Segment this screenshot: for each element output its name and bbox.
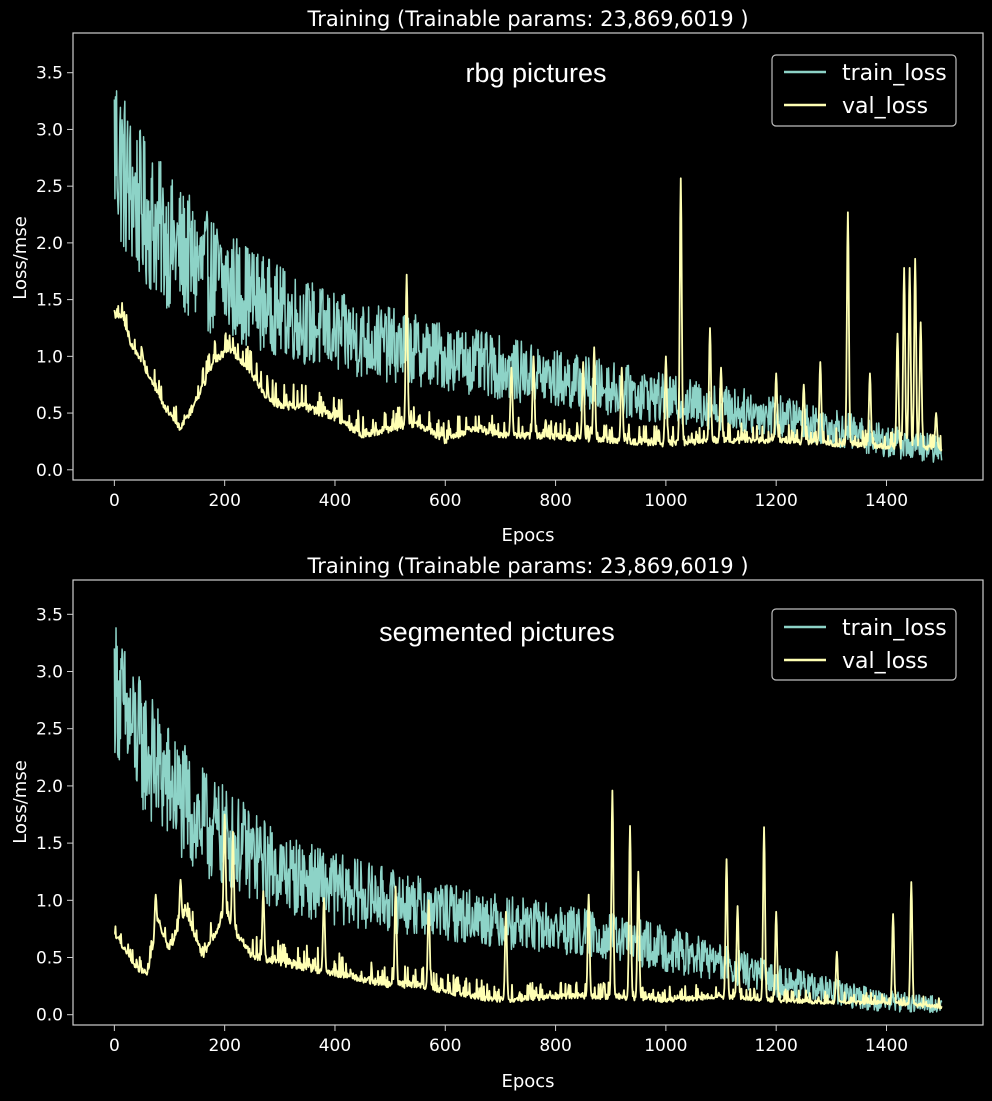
plot-area: 0 200 400 600 800 1000 1200 1400 0.0 0.5 1.0 1.5 2.0… — [36, 32, 984, 511]
y-tick-label: 0.0 — [36, 1006, 63, 1026]
legend-label-train-loss: train_loss — [842, 61, 947, 86]
x-tick-label: 1000 — [644, 1036, 687, 1056]
plot-frame — [72, 32, 984, 481]
x-tick-label: 200 — [208, 491, 240, 511]
series-line-train-loss — [113, 90, 943, 463]
legend: train_loss val_loss — [771, 54, 957, 127]
chart-segmented: Training (Trainable params: 23,869,6019 … — [10, 554, 984, 1092]
y-tick-label: 0.5 — [36, 404, 63, 424]
x-tick-label: 800 — [539, 491, 571, 511]
y-tick-label: 2.0 — [36, 777, 63, 797]
legend-label-val-loss: val_loss — [842, 94, 928, 119]
x-tick-label: 1400 — [865, 491, 908, 511]
chart-annotation: rbg pictures — [465, 58, 606, 88]
legend-label-train-loss: train_loss — [842, 616, 947, 641]
plot-frame — [72, 579, 984, 1026]
y-tick-label: 2.0 — [36, 234, 63, 254]
x-axis-label: Epocs — [501, 1071, 554, 1092]
legend-label-val-loss: val_loss — [842, 649, 928, 674]
y-tick-label: 0.0 — [36, 461, 63, 481]
x-tick-label: 800 — [539, 1036, 571, 1056]
x-tick-label: 1200 — [755, 1036, 798, 1056]
x-tick-label: 1200 — [755, 491, 798, 511]
chart-annotation: segmented pictures — [379, 617, 615, 647]
x-axis-label: Epocs — [501, 525, 554, 546]
series-line-val-loss — [114, 789, 943, 1010]
y-axis-label: Loss/mse — [10, 760, 31, 844]
x-tick-label: 1400 — [865, 1036, 908, 1056]
y-tick-label: 1.0 — [36, 347, 63, 367]
x-tick-label: 400 — [319, 491, 351, 511]
series-line-train-loss — [113, 627, 943, 1014]
y-tick-label: 3.5 — [36, 605, 63, 625]
chart-rgb: Training (Trainable params: 23,869,6019 … — [10, 7, 984, 546]
plot-area: 0 200 400 600 800 1000 1200 1400 0.0 0.5 1.0 1.5 2.0… — [36, 579, 984, 1056]
y-tick-label: 1.5 — [36, 834, 63, 854]
y-tick-label: 1.0 — [36, 891, 63, 911]
y-tick-label: 1.5 — [36, 291, 63, 311]
x-tick-label: 200 — [208, 1036, 240, 1056]
y-tick-label: 3.0 — [36, 120, 63, 140]
series-line-val-loss — [113, 177, 943, 452]
y-axis-label: Loss/mse — [10, 216, 31, 300]
legend: train_loss val_loss — [771, 608, 957, 681]
x-tick-label: 0 — [109, 491, 120, 511]
x-tick-label: 600 — [429, 491, 461, 511]
chart-title: Training (Trainable params: 23,869,6019 … — [306, 554, 748, 578]
y-tick-label: 3.0 — [36, 663, 63, 683]
x-tick-label: 0 — [109, 1036, 120, 1056]
x-tick-label: 600 — [429, 1036, 461, 1056]
y-tick-label: 2.5 — [36, 177, 63, 197]
y-tick-label: 3.5 — [36, 64, 63, 84]
y-tick-label: 0.5 — [36, 949, 63, 969]
x-tick-label: 400 — [319, 1036, 351, 1056]
y-tick-label: 2.5 — [36, 720, 63, 740]
chart-title: Training (Trainable params: 23,869,6019 … — [306, 7, 748, 31]
x-tick-label: 1000 — [644, 491, 687, 511]
